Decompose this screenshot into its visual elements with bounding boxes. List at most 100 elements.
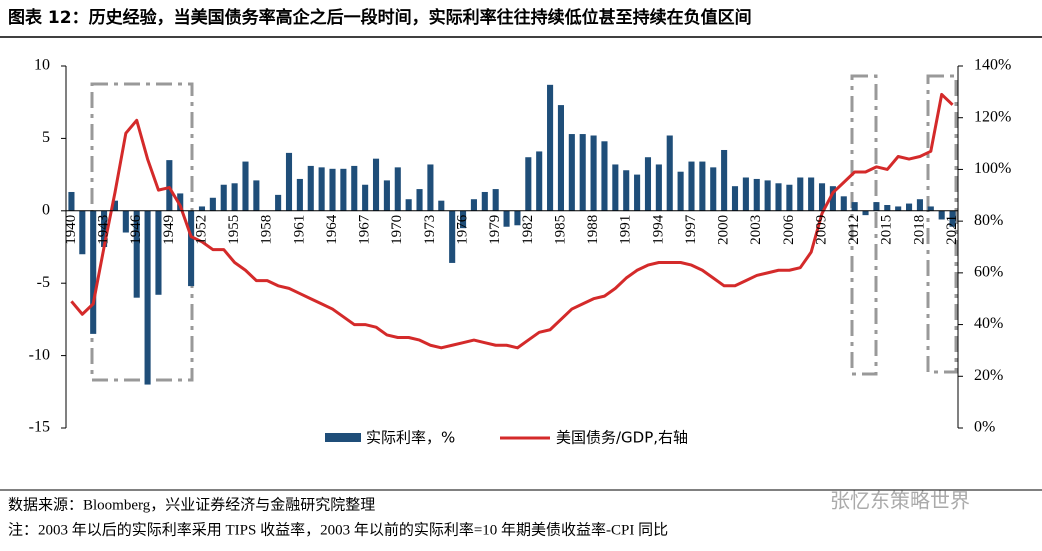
- bar: [927, 206, 934, 211]
- bar: [862, 210, 869, 216]
- x-tick-label: 1976: [454, 214, 470, 245]
- x-tick-label: 1988: [585, 215, 601, 245]
- bar: [536, 151, 543, 211]
- footnote: 注：2003 年以后的实际利率采用 TIPS 收益率，2003 年以前的实际利率…: [8, 521, 668, 538]
- x-tick-label: 1958: [259, 215, 275, 245]
- bar: [209, 197, 216, 211]
- y2-tick-label: 40%: [974, 315, 1003, 332]
- bar: [275, 194, 282, 211]
- bar: [405, 199, 412, 211]
- bar: [101, 210, 108, 247]
- x-tick-label: 1949: [161, 215, 177, 245]
- bar: [612, 164, 619, 211]
- bar: [68, 191, 75, 211]
- legend-swatch: [325, 433, 361, 442]
- bar: [949, 210, 956, 227]
- bar: [840, 196, 847, 211]
- bar: [547, 84, 554, 211]
- y2-tick-label: 100%: [974, 160, 1011, 177]
- x-tick-label: 1991: [618, 215, 634, 245]
- bar: [481, 191, 488, 211]
- bar: [557, 105, 564, 211]
- bar: [895, 206, 902, 211]
- x-tick-label: 1943: [96, 215, 112, 245]
- bar: [677, 171, 684, 211]
- bar: [296, 178, 303, 211]
- bar: [916, 199, 923, 211]
- bar: [775, 183, 782, 211]
- y-tick-label: 0: [42, 201, 50, 218]
- y2-tick-label: 60%: [974, 264, 1003, 281]
- bar: [818, 183, 826, 211]
- x-tick-label: 2021: [944, 215, 960, 245]
- bar: [188, 210, 195, 287]
- bar: [808, 177, 815, 211]
- bar: [372, 158, 380, 211]
- bar: [340, 168, 347, 211]
- y-tick-label: -10: [29, 346, 50, 363]
- bar: [383, 180, 390, 211]
- x-tick-label: 1946: [128, 214, 144, 245]
- bar: [155, 210, 162, 295]
- x-tick-label: 1979: [487, 215, 503, 245]
- y2-tick-label: 0%: [974, 419, 995, 436]
- x-tick-label: 1961: [291, 215, 307, 245]
- bar: [492, 189, 499, 211]
- bar: [644, 157, 652, 211]
- bar: [318, 167, 325, 211]
- bar: [623, 170, 630, 211]
- bar: [906, 203, 913, 211]
- bar: [166, 160, 173, 211]
- y2-tick-label: 120%: [974, 108, 1011, 125]
- bar: [688, 161, 695, 211]
- highlight-box: [850, 74, 878, 376]
- bar: [362, 184, 369, 211]
- bar: [938, 210, 945, 220]
- x-tick-label: 2000: [716, 215, 732, 245]
- bar: [438, 200, 445, 211]
- bar: [111, 200, 118, 211]
- legend-label: 美国债务/GDP,右轴: [556, 429, 688, 447]
- bar: [742, 177, 749, 211]
- bar: [601, 141, 608, 211]
- bar: [231, 183, 238, 211]
- bar: [253, 180, 260, 211]
- bar: [329, 168, 336, 211]
- bar: [307, 165, 314, 211]
- bar: [797, 177, 804, 211]
- y-tick-label: -15: [29, 419, 50, 436]
- y-tick-label: -5: [37, 274, 50, 291]
- bar: [220, 184, 227, 211]
- bar: [460, 210, 467, 229]
- bar: [851, 202, 858, 211]
- x-tick-label: 2003: [748, 215, 764, 245]
- bar: [590, 135, 597, 211]
- bar: [394, 167, 401, 211]
- x-tick-label: 1967: [357, 214, 373, 245]
- x-tick-label: 1994: [650, 214, 666, 245]
- x-tick-label: 2009: [813, 215, 829, 245]
- watermark: 张忆东策略世界: [830, 489, 970, 513]
- bar: [503, 210, 510, 227]
- x-tick-label: 1964: [324, 214, 340, 245]
- bar: [514, 210, 521, 226]
- bar: [579, 134, 586, 211]
- bar: [634, 174, 641, 211]
- x-tick-label: 1955: [226, 215, 242, 245]
- bar: [198, 206, 206, 211]
- bar: [144, 210, 151, 385]
- bar: [721, 149, 728, 211]
- bar: [449, 210, 456, 263]
- y2-tick-label: 20%: [974, 367, 1003, 384]
- bar: [242, 161, 249, 211]
- highlight-box: [926, 74, 958, 374]
- y-tick-label: 5: [42, 129, 50, 146]
- bar: [666, 135, 673, 211]
- bar: [177, 193, 184, 211]
- x-tick-label: 1985: [552, 215, 568, 245]
- bar: [427, 164, 434, 211]
- bar: [699, 161, 706, 211]
- bar: [470, 199, 477, 211]
- bar: [829, 186, 836, 211]
- bar: [351, 165, 358, 211]
